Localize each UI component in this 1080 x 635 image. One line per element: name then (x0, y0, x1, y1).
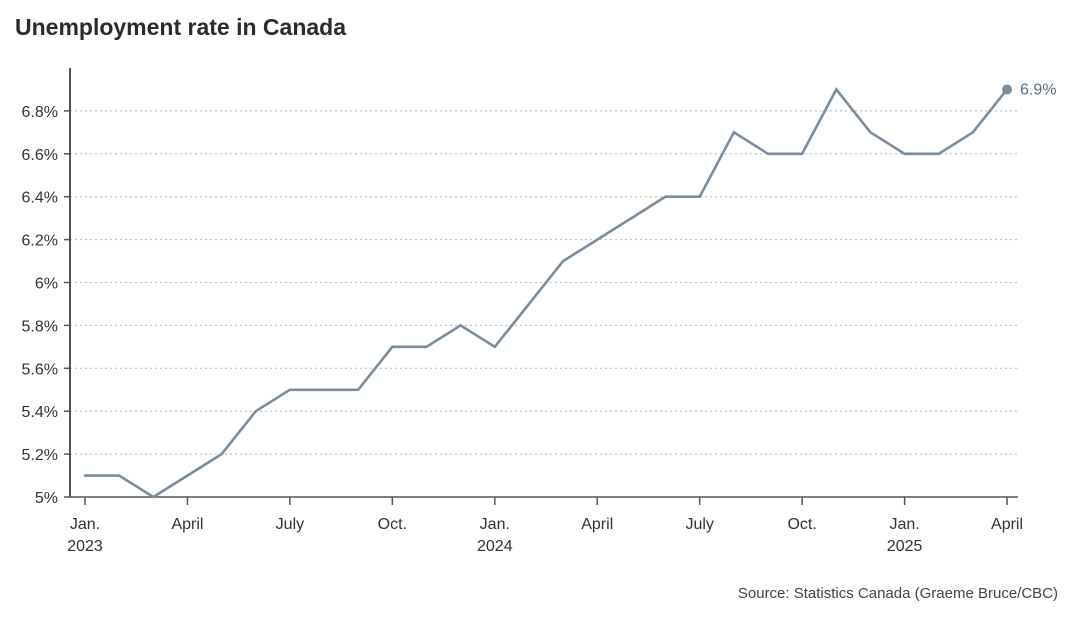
x-tick-label: April (171, 516, 203, 533)
y-tick-label: 6.6% (22, 147, 58, 164)
y-tick-label: 6.8% (22, 104, 58, 121)
series-line (83, 87, 1009, 499)
x-tick-label: April (581, 516, 613, 533)
x-tick-year-label: 2025 (887, 538, 923, 555)
end-value-label: 6.9% (1020, 81, 1056, 98)
x-axis-ticks: Jan. 2023 April July Oct. Jan. 2024 April July Oc… (67, 497, 1023, 555)
x-tick-label: July (685, 516, 713, 533)
x-tick-label: Oct. (787, 516, 816, 533)
y-tick-label: 5.6% (22, 361, 58, 378)
series-layer: 6.9% (83, 81, 1057, 499)
x-tick-year-label: 2024 (477, 538, 513, 555)
y-tick-label: 6.4% (22, 190, 58, 207)
y-tick-label: 6% (35, 276, 58, 293)
chart-title: Unemployment rate in Canada (15, 14, 347, 40)
source-note: Source: Statistics Canada (Graeme Bruce/… (737, 585, 1058, 602)
y-tick-label: 5.8% (22, 318, 58, 335)
y-axis-ticks: 5% 5.2% 5.4% 5.6% 5.8% 6% 6.2% 6.4% 6.6% 6.8% (22, 104, 70, 507)
y-tick-label: 6.2% (22, 233, 58, 250)
x-tick-label: Oct. (378, 516, 407, 533)
x-tick-label: July (276, 516, 304, 533)
x-tick-label: Jan. (480, 516, 510, 533)
y-tick-label: 5.2% (22, 447, 58, 464)
line-chart: 5% 5.2% 5.4% 5.6% 5.8% 6% 6.2% 6.4% 6.6% 6.8% Jan… (22, 68, 1057, 555)
gridlines (70, 110, 1018, 455)
y-tick-label: 5.4% (22, 404, 58, 421)
x-tick-year-label: 2023 (67, 538, 103, 555)
end-point-marker (1002, 84, 1013, 95)
y-tick-label: 5% (35, 490, 58, 507)
x-tick-label: April (991, 516, 1023, 533)
x-tick-label: Jan. (70, 516, 100, 533)
x-tick-label: Jan. (889, 516, 919, 533)
